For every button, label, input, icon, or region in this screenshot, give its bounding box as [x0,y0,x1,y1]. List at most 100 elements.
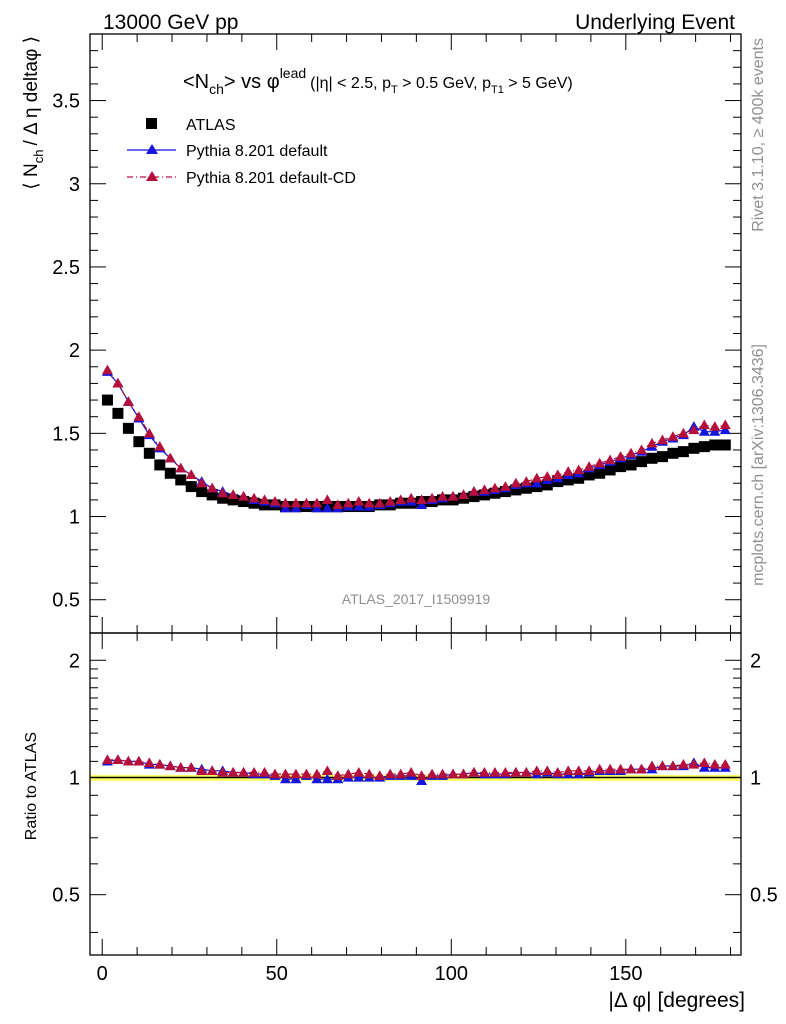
data-point-pythia-8-201-default [353,501,365,511]
ratio-y-tick-label: 0.5 [52,885,80,907]
data-point-pythia-8-201-default-cd [489,482,501,493]
ratio-point-pythia-8-201-default-cd [311,768,323,779]
ratio-point-pythia-8-201-default-cd [112,754,124,764]
data-point-pythia-8-201-default-cd [185,469,197,480]
data-point-pythia-8-201-default [698,426,710,436]
ratio-point-pythia-8-201-default-cd [269,768,281,779]
legend-cd-label: Pythia 8.201 default-CD [186,170,356,187]
ratio-y-tick-label-right: 0.5 [750,885,778,907]
header-right: Underlying Event [575,11,735,34]
data-point-pythia-8-201-default [709,426,721,436]
data-point-atlas [604,464,616,476]
data-point-pythia-8-201-default-cd [583,461,595,471]
data-point-pythia-8-201-default-cd [698,419,710,430]
data-point-pythia-8-201-default-cd [667,431,679,441]
ratio-point-pythia-8-201-default-cd [321,765,333,775]
data-point-pythia-8-201-default [311,502,323,513]
data-point-pythia-8-201-default [719,424,731,435]
data-point-pythia-8-201-default-cd [342,497,354,508]
data-point-pythia-8-201-default-cd [248,492,260,503]
data-point-pythia-8-201-default-cd [468,486,480,496]
data-point-pythia-8-201-default-cd [719,419,731,430]
data-point-atlas [143,447,155,459]
ratio-point-pythia-8-201-default-cd [552,766,564,777]
header-left: 13000 GeV pp [103,11,238,34]
data-point-pythia-8-201-default-cd [552,469,564,480]
data-point-pythia-8-201-default-cd [677,427,689,438]
data-point-atlas [583,469,595,481]
main-y-tick-label: 2 [69,340,80,362]
data-point-pythia-8-201-default-cd [447,491,459,501]
data-point-pythia-8-201-default-cd [133,411,145,421]
main-series-layer [101,364,731,513]
ratio-plot-frame [89,632,742,956]
ratio-point-pythia-8-201-default-cd [353,766,365,777]
data-point-pythia-8-201-default-cd [217,487,229,498]
ratio-axis-ticks: 0.5 0.5 1 1 2 2 [52,650,778,933]
data-point-atlas [217,492,229,504]
ratio-point-pythia-8-201-default-cd [122,755,134,766]
ratio-point-pythia-8-201-default-cd [133,755,145,766]
main-y-tick-label: 3.5 [52,91,80,113]
data-point-pythia-8-201-default-cd [374,497,386,508]
ratio-point-pythia-8-201-default-cd [332,770,344,780]
data-point-pythia-8-201-default-cd [573,464,585,475]
ratio-point-pythia-8-201-default-cd [279,768,291,779]
data-point-pythia-8-201-default-cd [143,427,155,438]
analysis-watermark: ATLAS_2017_I1509919 [342,591,491,607]
data-point-atlas [677,446,689,458]
legend-atlas-label: ATLAS [186,117,236,134]
data-point-pythia-8-201-default-cd [656,434,668,445]
ratio-point-pythia-8-201-default-cd [238,766,250,777]
ratio-point-pythia-8-201-default-cd [478,766,490,777]
data-point-pythia-8-201-default-cd [384,496,396,506]
main-y-axis-label: ⟨ Nch/ Δ η deltaφ ⟩ [21,36,46,190]
data-point-atlas [164,467,176,479]
data-point-atlas [646,452,658,464]
legend-cd-marker [146,171,158,181]
ratio-point-pythia-8-201-default-cd [164,760,176,771]
ratio-point-pythia-8-201-default-cd [457,768,469,779]
data-point-pythia-8-201-default [531,477,543,488]
data-point-pythia-8-201-default-cd [395,494,407,505]
data-point-pythia-8-201-default-cd [478,484,490,495]
data-point-pythia-8-201-default-cd [437,491,449,501]
ratio-point-pythia-8-201-default [416,775,428,786]
data-point-atlas [227,494,239,506]
data-point-pythia-8-201-default-cd [122,396,134,406]
ratio-point-pythia-8-201-default-cd [636,763,648,774]
ratio-point-pythia-8-201-default-cd [646,760,658,771]
ratio-point-pythia-8-201-default-cd [300,768,312,779]
data-point-pythia-8-201-default-cd [625,447,637,458]
main-y-tick-label: 1 [69,507,80,529]
data-point-pythia-8-201-default [279,502,291,513]
ratio-point-pythia-8-201-default-cd [374,770,386,780]
ratio-point-pythia-8-201-default [279,773,291,784]
ratio-point-pythia-8-201-default-cd [416,770,428,780]
data-point-atlas [667,447,679,459]
data-point-atlas [510,484,522,496]
ratio-y-tick-label-right: 2 [750,650,761,672]
data-point-pythia-8-201-default-cd [594,457,606,468]
data-point-atlas [541,479,553,491]
data-point-pythia-8-201-default [321,502,333,513]
data-point-pythia-8-201-default-cd [688,424,700,435]
data-point-pythia-8-201-default-cd [101,364,113,375]
ratio-point-pythia-8-201-default-cd [101,754,113,764]
ratio-point-pythia-8-201-default-cd [342,768,354,779]
main-axis-ticks: 0.5 1 1.5 2 2.5 3 3.5 [52,50,741,617]
legend-default-marker [146,144,158,154]
data-point-atlas [154,459,166,471]
legend-default-label: Pythia 8.201 default [186,143,328,160]
data-point-pythia-8-201-default-cd [615,451,627,461]
main-y-tick-label: 2.5 [52,257,80,279]
data-point-atlas [625,459,637,471]
data-point-atlas [122,422,134,434]
x-tick-label: 0 [97,963,108,985]
data-point-pythia-8-201-default-cd [363,497,375,508]
ratio-point-pythia-8-201-default-cd [677,758,689,769]
ratio-point-pythia-8-201-default-cd [573,765,585,775]
ratio-point-pythia-8-201-default-cd [395,768,407,779]
ratio-point-pythia-8-201-default-cd [468,766,480,777]
data-point-pythia-8-201-default-cd [353,496,365,506]
